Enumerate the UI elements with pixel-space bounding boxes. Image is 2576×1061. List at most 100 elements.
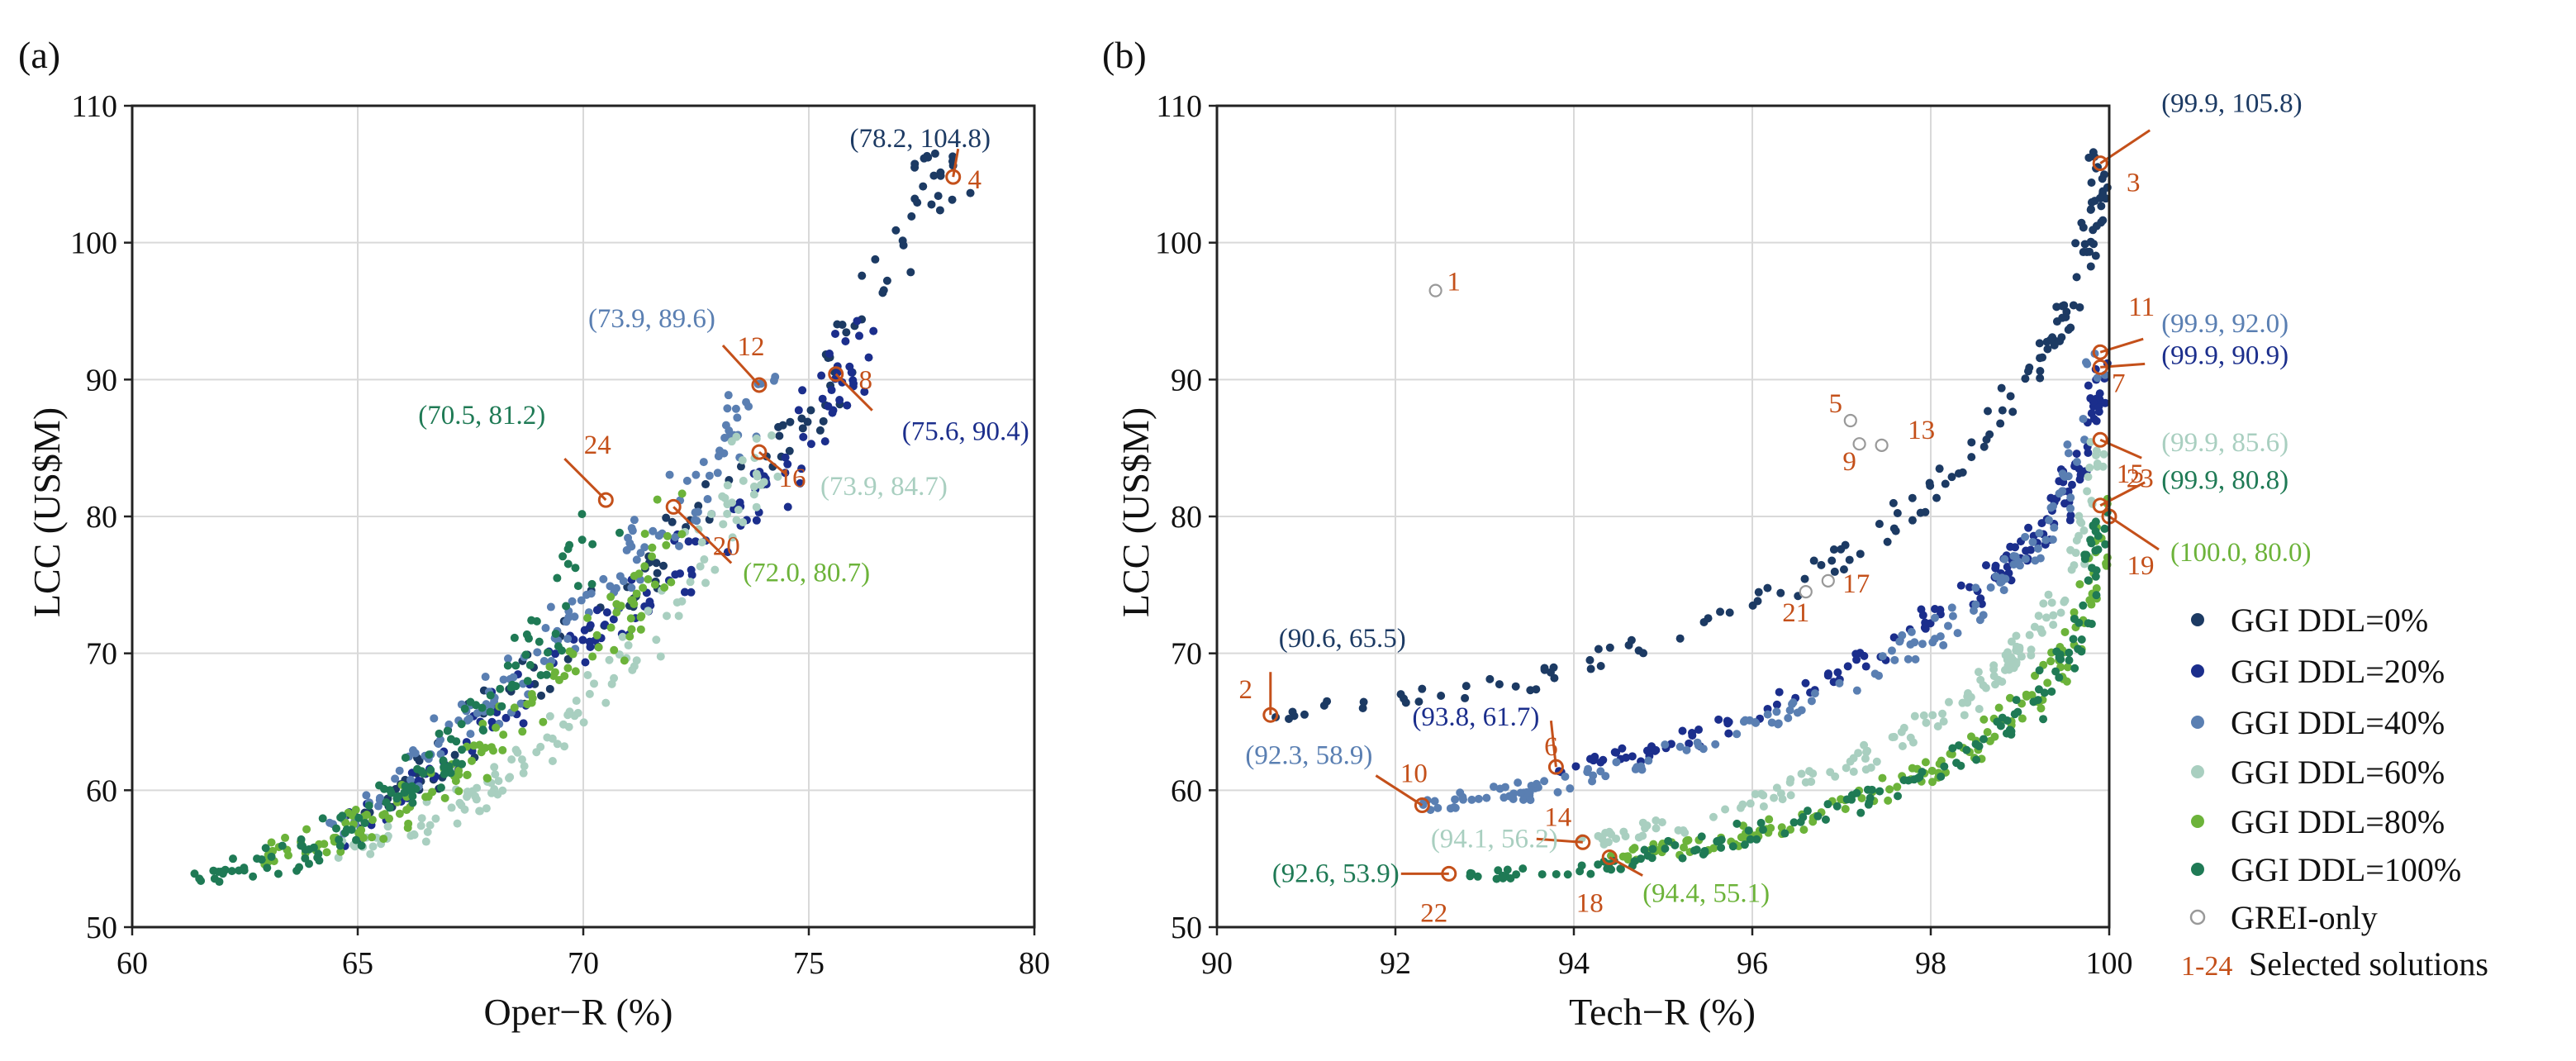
data-point bbox=[551, 629, 560, 638]
data-point bbox=[1746, 835, 1755, 844]
data-point bbox=[402, 806, 411, 815]
selection-arrow bbox=[1536, 837, 1583, 844]
data-point bbox=[1796, 817, 1805, 826]
annotation-label: (100.0, 80.0) bbox=[2170, 538, 2311, 568]
data-point bbox=[2046, 335, 2055, 345]
data-point bbox=[1739, 717, 1748, 726]
data-point bbox=[1532, 779, 1541, 788]
data-point bbox=[607, 679, 616, 688]
selection-arrow bbox=[758, 450, 788, 477]
data-point bbox=[606, 623, 615, 632]
data-point bbox=[1704, 614, 1713, 623]
data-point bbox=[592, 606, 601, 615]
data-point bbox=[1674, 825, 1683, 835]
data-point bbox=[357, 841, 366, 850]
data-point bbox=[545, 684, 554, 693]
data-point bbox=[395, 766, 404, 775]
data-point bbox=[1473, 872, 1482, 881]
data-point bbox=[351, 806, 360, 815]
data-point bbox=[736, 462, 745, 471]
data-point bbox=[2092, 416, 2101, 426]
data-point bbox=[1808, 817, 1818, 826]
data-point bbox=[498, 786, 507, 795]
annotation-label: (99.9, 80.8) bbox=[2161, 466, 2288, 496]
data-point bbox=[738, 456, 747, 465]
data-point bbox=[351, 835, 360, 845]
data-point bbox=[2031, 671, 2040, 680]
data-point bbox=[1920, 623, 1929, 632]
data-point bbox=[460, 805, 469, 814]
data-point bbox=[499, 675, 508, 684]
data-point bbox=[1640, 845, 1649, 854]
data-point bbox=[560, 742, 569, 751]
data-point bbox=[691, 537, 700, 546]
tick-label-y: 70 bbox=[1171, 637, 1202, 672]
selection-arrow bbox=[2099, 129, 2151, 164]
data-point bbox=[487, 788, 496, 797]
data-point bbox=[2011, 552, 2020, 561]
data-point bbox=[2055, 653, 2064, 662]
data-point bbox=[619, 577, 628, 586]
series-grei-only bbox=[1428, 283, 1889, 599]
data-point bbox=[1474, 794, 1483, 803]
data-point bbox=[1966, 692, 1975, 702]
data-point bbox=[2003, 716, 2012, 725]
data-point bbox=[2097, 218, 2106, 227]
data-point bbox=[650, 580, 659, 589]
panel-b-annotations: (99.9, 105.8) 3 (99.9, 92.0)11(99.9, 90.9)… bbox=[1239, 89, 2312, 929]
data-point bbox=[667, 578, 676, 587]
data-point bbox=[663, 531, 672, 540]
data-point bbox=[697, 538, 706, 547]
data-point bbox=[478, 726, 487, 735]
annotation-label: (99.9, 85.6) bbox=[2161, 428, 2288, 458]
data-point bbox=[338, 811, 347, 821]
legend-label-ddl0: GGI DDL=0% bbox=[2231, 602, 2428, 639]
data-point bbox=[2048, 535, 2057, 544]
data-point bbox=[507, 755, 516, 764]
data-point bbox=[2006, 392, 2015, 401]
data-point bbox=[435, 729, 444, 738]
data-point bbox=[677, 597, 687, 606]
data-point bbox=[891, 226, 901, 235]
data-point bbox=[570, 612, 579, 621]
data-point bbox=[1648, 845, 1657, 854]
data-point bbox=[1872, 757, 1881, 766]
data-point bbox=[1953, 629, 1962, 638]
data-point bbox=[910, 194, 920, 203]
data-point bbox=[2042, 613, 2051, 622]
data-point bbox=[2084, 473, 2093, 482]
data-point bbox=[636, 625, 645, 634]
data-point bbox=[1994, 675, 2003, 684]
data-point bbox=[1972, 755, 1981, 764]
data-point bbox=[391, 774, 400, 783]
data-point bbox=[452, 758, 461, 767]
data-point bbox=[653, 495, 662, 504]
data-point bbox=[579, 718, 588, 727]
data-point bbox=[2058, 313, 2067, 322]
data-point bbox=[473, 709, 482, 718]
data-point bbox=[1725, 608, 1734, 617]
tick-label-x: 75 bbox=[793, 946, 825, 981]
legend-marker-ddl40 bbox=[2191, 716, 2204, 729]
data-point bbox=[1918, 768, 1927, 777]
data-point bbox=[195, 874, 204, 883]
data-point bbox=[871, 255, 880, 264]
data-point bbox=[553, 740, 562, 749]
data-point bbox=[1784, 714, 1793, 723]
grei-solution-number: 1 bbox=[1447, 268, 1461, 297]
data-point bbox=[482, 773, 492, 783]
data-point bbox=[2077, 518, 2086, 527]
data-point bbox=[2062, 307, 2071, 316]
data-point bbox=[497, 702, 506, 711]
data-point bbox=[1906, 733, 1915, 742]
data-point bbox=[2039, 599, 2048, 608]
data-point bbox=[781, 453, 790, 462]
data-point bbox=[410, 830, 419, 840]
data-point bbox=[2037, 704, 2046, 713]
data-point bbox=[662, 513, 671, 522]
data-point bbox=[406, 786, 415, 795]
data-point bbox=[599, 574, 608, 583]
data-point bbox=[454, 787, 463, 796]
data-point bbox=[662, 540, 671, 550]
data-point bbox=[455, 798, 464, 807]
